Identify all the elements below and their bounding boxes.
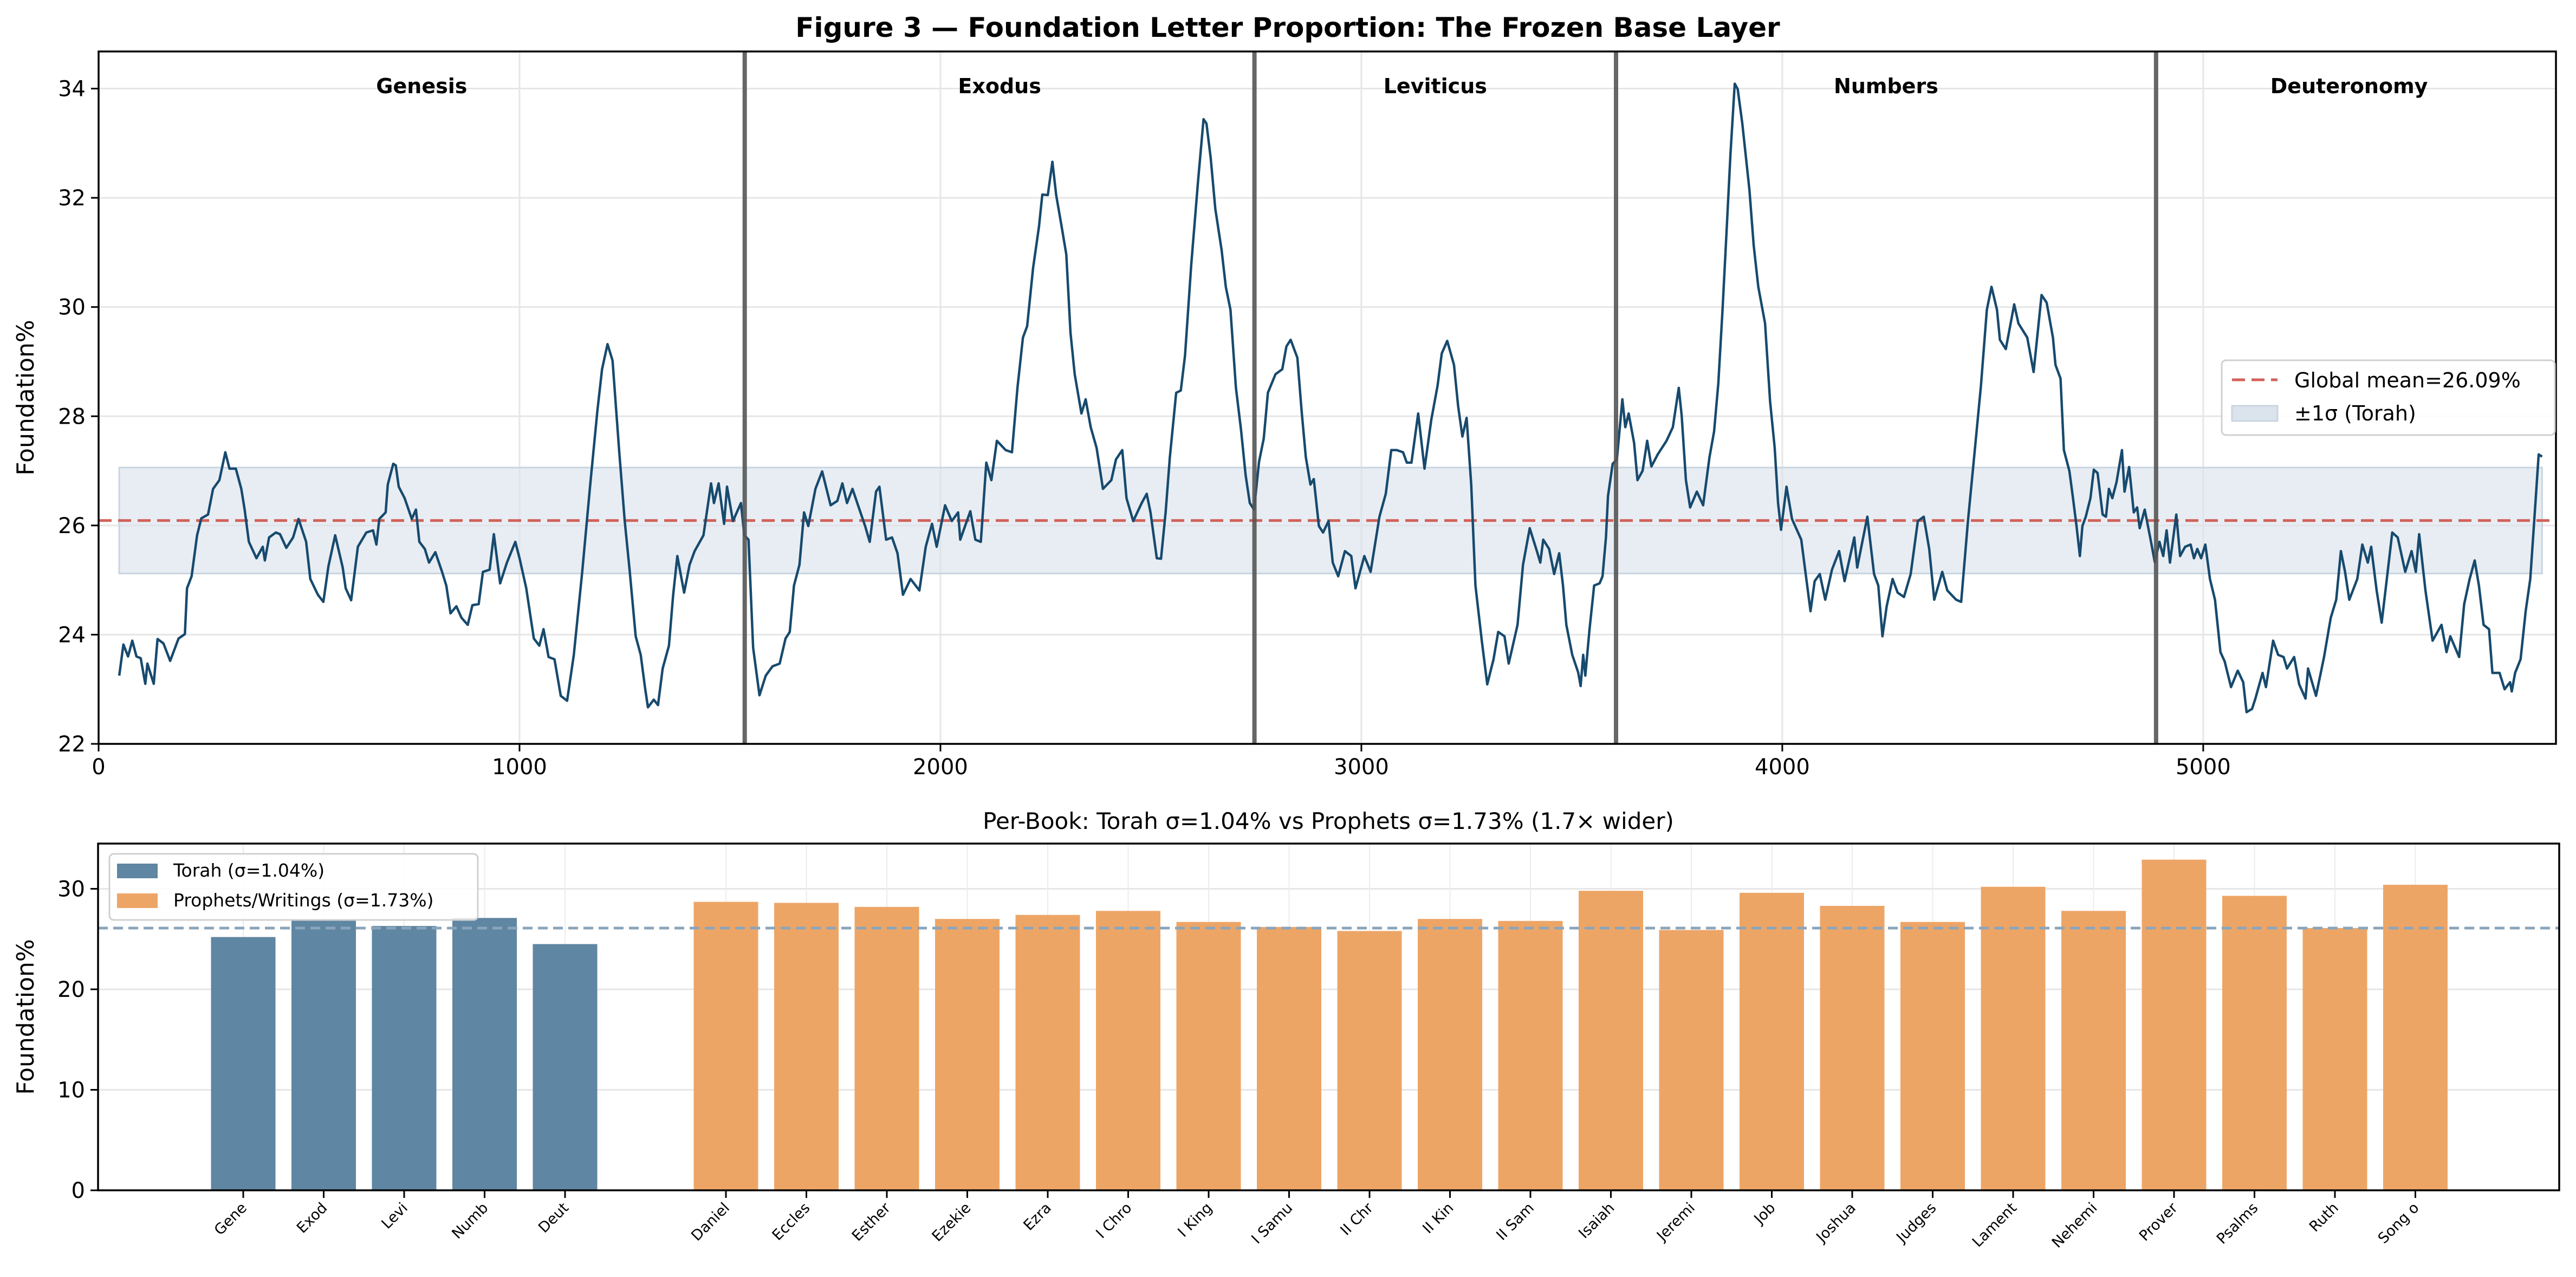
x-tick-label: Isaiah	[1575, 1200, 1618, 1242]
y-tick-label: 22	[58, 732, 86, 757]
y-tick-label: 28	[58, 404, 86, 429]
legend-torah-label: Torah (σ=1.04%)	[173, 860, 325, 881]
legend-prophets-label: Prophets/Writings (σ=1.73%)	[173, 890, 433, 911]
x-tick-label: II Chr	[1337, 1199, 1377, 1239]
bar-i-chro	[1096, 911, 1160, 1190]
x-tick-label: Exod	[294, 1200, 331, 1237]
bar-esther	[854, 906, 919, 1190]
y-tick-label: 10	[57, 1078, 85, 1103]
x-tick-label: 1000	[492, 755, 547, 780]
bar-job	[1740, 892, 1804, 1190]
bar-gene	[211, 937, 276, 1190]
bar-deut	[533, 944, 598, 1190]
plot-frame	[97, 842, 2560, 1191]
book-label: Exodus	[958, 74, 1041, 98]
x-tick-label: Jeremi	[1653, 1200, 1698, 1245]
y-axis-label: Foundation%	[12, 939, 40, 1094]
bar-joshua	[1820, 906, 1885, 1190]
x-tick-label: I King	[1175, 1200, 1216, 1241]
legend-box	[108, 853, 479, 921]
legend-prophets-swatch	[117, 893, 158, 908]
x-tick-label: Judges	[1892, 1200, 1939, 1247]
bar-eccles	[774, 903, 839, 1190]
x-tick-label: 0	[92, 755, 105, 780]
x-tick-label: I Samu	[1248, 1200, 1296, 1247]
bar-exod	[291, 919, 356, 1190]
bar-ii-chr	[1337, 931, 1402, 1190]
x-tick-label: Lament	[1969, 1200, 2020, 1250]
y-tick-label: 20	[57, 977, 85, 1002]
bar-nehemi	[2061, 911, 2126, 1190]
legend-band-label: ±1σ (Torah)	[2294, 401, 2416, 425]
x-tick-label: Ruth	[2306, 1200, 2342, 1235]
bar-chart-title: Per-Book: Torah σ=1.04% vs Prophets σ=1.…	[983, 808, 1674, 834]
x-tick-label: Ezekie	[929, 1200, 975, 1245]
x-tick-label: Esther	[849, 1199, 894, 1244]
y-tick-label: 30	[58, 295, 86, 320]
x-tick-label: 4000	[1755, 755, 1810, 780]
y-tick-label: 30	[57, 877, 85, 902]
x-tick-label: Joshua	[1812, 1200, 1859, 1246]
legend-torah-swatch	[117, 864, 158, 878]
y-tick-label: 34	[58, 77, 86, 102]
bar-isaiah	[1579, 891, 1643, 1190]
bar-judges	[1900, 922, 1965, 1190]
x-tick-label: II Sam	[1493, 1200, 1537, 1244]
legend-mean-label: Global mean=26.09%	[2294, 368, 2521, 392]
plot-frame	[98, 50, 2557, 745]
x-tick-label: Job	[1750, 1200, 1779, 1228]
bar-ii-sam	[1498, 921, 1563, 1190]
bar-lament	[1981, 886, 2046, 1190]
x-tick-label: Deut	[535, 1200, 572, 1236]
x-tick-label: II Kin	[1419, 1200, 1457, 1237]
bar-prover	[2142, 859, 2207, 1190]
x-tick-label: 5000	[2176, 755, 2231, 780]
y-tick-label: 32	[58, 186, 86, 211]
x-tick-label: Nehemi	[2049, 1200, 2101, 1252]
figure-title: Figure 3 — Foundation Letter Proportion:…	[795, 12, 1780, 43]
bar-ruth	[2302, 928, 2367, 1190]
bar-chart: 0 10 20 30 Gene Exod Levi Numb Deut Daniel Eccles E…	[12, 842, 2560, 1252]
y-axis-label: Foundation%	[12, 320, 40, 475]
x-tick-label: Song o	[2375, 1200, 2423, 1247]
y-tick-label: 0	[72, 1178, 85, 1203]
bar-song-o	[2383, 885, 2448, 1190]
bar-ii-kin	[1418, 919, 1482, 1190]
bar-levi	[372, 926, 437, 1190]
line-chart: 0 1000 2000 3000 4000 5000 22 24 26 28 30 32 34 Genes…	[12, 50, 2557, 780]
x-tick-label: Daniel	[688, 1200, 733, 1244]
bar-jeremi	[1659, 930, 1724, 1190]
legend: Global mean=26.09% ±1σ (Torah)	[2221, 359, 2556, 436]
x-tick-label: Gene	[211, 1200, 250, 1239]
book-label: Genesis	[376, 74, 467, 98]
x-tick-label: 3000	[1334, 755, 1389, 780]
x-tick-label: Prover	[2136, 1199, 2182, 1244]
bar-ezra	[1015, 915, 1080, 1190]
bar-ezekie	[935, 919, 1000, 1190]
y-tick-label: 26	[58, 514, 86, 539]
bar-i-samu	[1257, 926, 1321, 1190]
legend-box	[2221, 359, 2556, 436]
foundation-series-line	[118, 82, 2543, 714]
book-label: Deuteronomy	[2270, 74, 2428, 98]
x-tick-label: Psalms	[2214, 1200, 2262, 1248]
bar-i-king	[1176, 922, 1241, 1190]
x-tick-label: Eccles	[769, 1200, 813, 1244]
legend-band-swatch	[2231, 405, 2279, 422]
x-tick-label: Levi	[378, 1200, 411, 1233]
x-tick-label: 2000	[913, 755, 968, 780]
x-tick-label: Numb	[449, 1200, 491, 1242]
bar-psalms	[2222, 896, 2287, 1190]
bar-daniel	[693, 902, 758, 1190]
book-label: Numbers	[1834, 74, 1938, 98]
x-tick-label: I Chro	[1093, 1200, 1135, 1242]
bar-numb	[452, 918, 517, 1190]
y-tick-label: 24	[58, 623, 86, 647]
book-label: Leviticus	[1384, 74, 1487, 98]
x-tick-label: Ezra	[1020, 1200, 1055, 1234]
legend: Torah (σ=1.04%) Prophets/Writings (σ=1.73…	[108, 853, 479, 921]
